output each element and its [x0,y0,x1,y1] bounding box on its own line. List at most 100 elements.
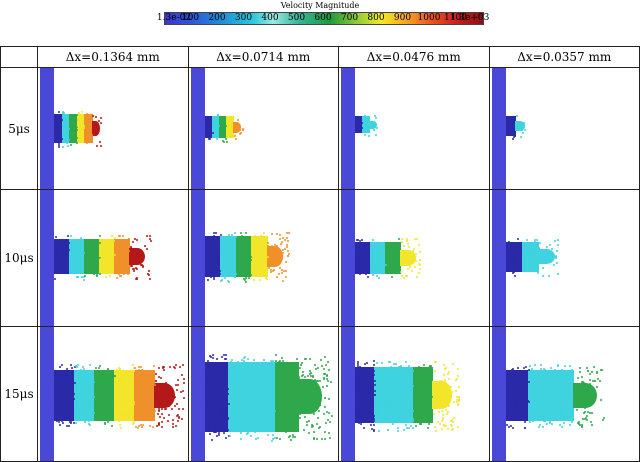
particle-speck [145,415,148,418]
particle-speck [233,384,236,387]
particle-speck [70,143,73,146]
particle-speck [116,368,118,371]
particle-speck [508,264,511,267]
particle-speck [444,424,447,427]
particle-speck [521,131,524,134]
particle-speck [561,426,564,429]
particle-speck [276,256,279,259]
particle-speck [82,240,85,243]
particle-speck [142,387,145,390]
particle-speck [288,434,291,437]
particle-speck [117,419,120,422]
particle-speck [223,366,226,369]
particle-speck [249,435,252,438]
particle-speck [262,358,265,361]
particle-speck [106,390,109,393]
particle-speck [59,126,62,129]
particle-speck [229,434,232,437]
particle-speck [240,438,243,441]
plume-band [54,369,75,421]
particle-speck [314,363,317,366]
particle-speck [542,274,545,277]
particle-speck [357,361,360,363]
particle-speck [148,273,151,276]
particle-speck [255,369,258,372]
particle-speck [578,423,581,426]
particle-speck [215,250,218,253]
particle-speck [413,389,416,392]
particle-speck [213,383,216,386]
particle-speck [421,408,424,411]
particle-speck [364,380,367,383]
particle-speck [439,423,442,426]
particle-speck [262,361,265,364]
particle-speck [580,375,583,378]
particle-speck [297,427,300,430]
particle-speck [294,402,297,405]
particle-speck [267,416,270,419]
particle-speck [75,365,78,368]
particle-speck [162,368,165,371]
particle-speck [135,276,138,279]
particle-speck [524,247,527,250]
particle-speck [432,413,435,416]
particle-speck [418,267,421,270]
particle-speck [61,394,64,397]
particle-speck [356,118,359,121]
particle-speck [115,370,118,373]
particle-speck [565,399,568,402]
particle-speck [591,379,594,382]
particle-speck [376,245,379,248]
particle-speck [157,421,160,424]
particle-speck [551,423,554,426]
plume-band [233,121,242,133]
particle-speck [213,422,216,425]
particle-speck [287,232,290,235]
particle-speck [162,365,165,368]
particle-speck [246,357,249,360]
particle-speck [560,408,563,411]
particle-speck [511,261,514,264]
particle-speck [56,259,59,262]
particle-speck [242,397,245,400]
particle-speck [379,411,382,414]
particle-speck [376,361,379,364]
particle-speck [70,269,73,272]
particle-speck [373,363,375,366]
particle-speck [213,239,216,242]
particle-speck [251,428,254,431]
particle-speck [164,407,166,410]
particle-speck [326,375,329,377]
particle-speck [84,402,87,405]
particle-speck [538,426,541,429]
particle-speck [182,381,185,384]
particle-speck [62,254,65,257]
particle-speck [356,257,359,260]
particle-speck [227,240,230,243]
particle-speck [373,430,376,433]
row-label-5us: 5μs [0,67,38,190]
particle-speck [391,422,394,425]
particle-speck [278,262,281,265]
particle-speck [366,413,369,416]
particle-speck [314,368,317,371]
particle-speck [223,257,226,260]
particle-speck [547,274,550,277]
particle-speck [565,385,568,388]
particle-speck [278,267,281,270]
particle-speck [577,376,580,379]
particle-speck [62,248,65,251]
particle-speck [146,410,149,413]
panel-r1-c2 [187,67,339,190]
particle-speck [65,140,68,143]
particle-speck [118,399,121,402]
particle-speck [248,242,251,245]
particle-speck [222,419,225,422]
particle-speck [249,259,252,262]
particle-speck [63,252,66,255]
particle-speck [564,406,567,409]
particle-speck [398,396,401,399]
particle-speck [423,412,426,415]
particle-speck [110,413,113,416]
particle-speck [521,128,524,131]
